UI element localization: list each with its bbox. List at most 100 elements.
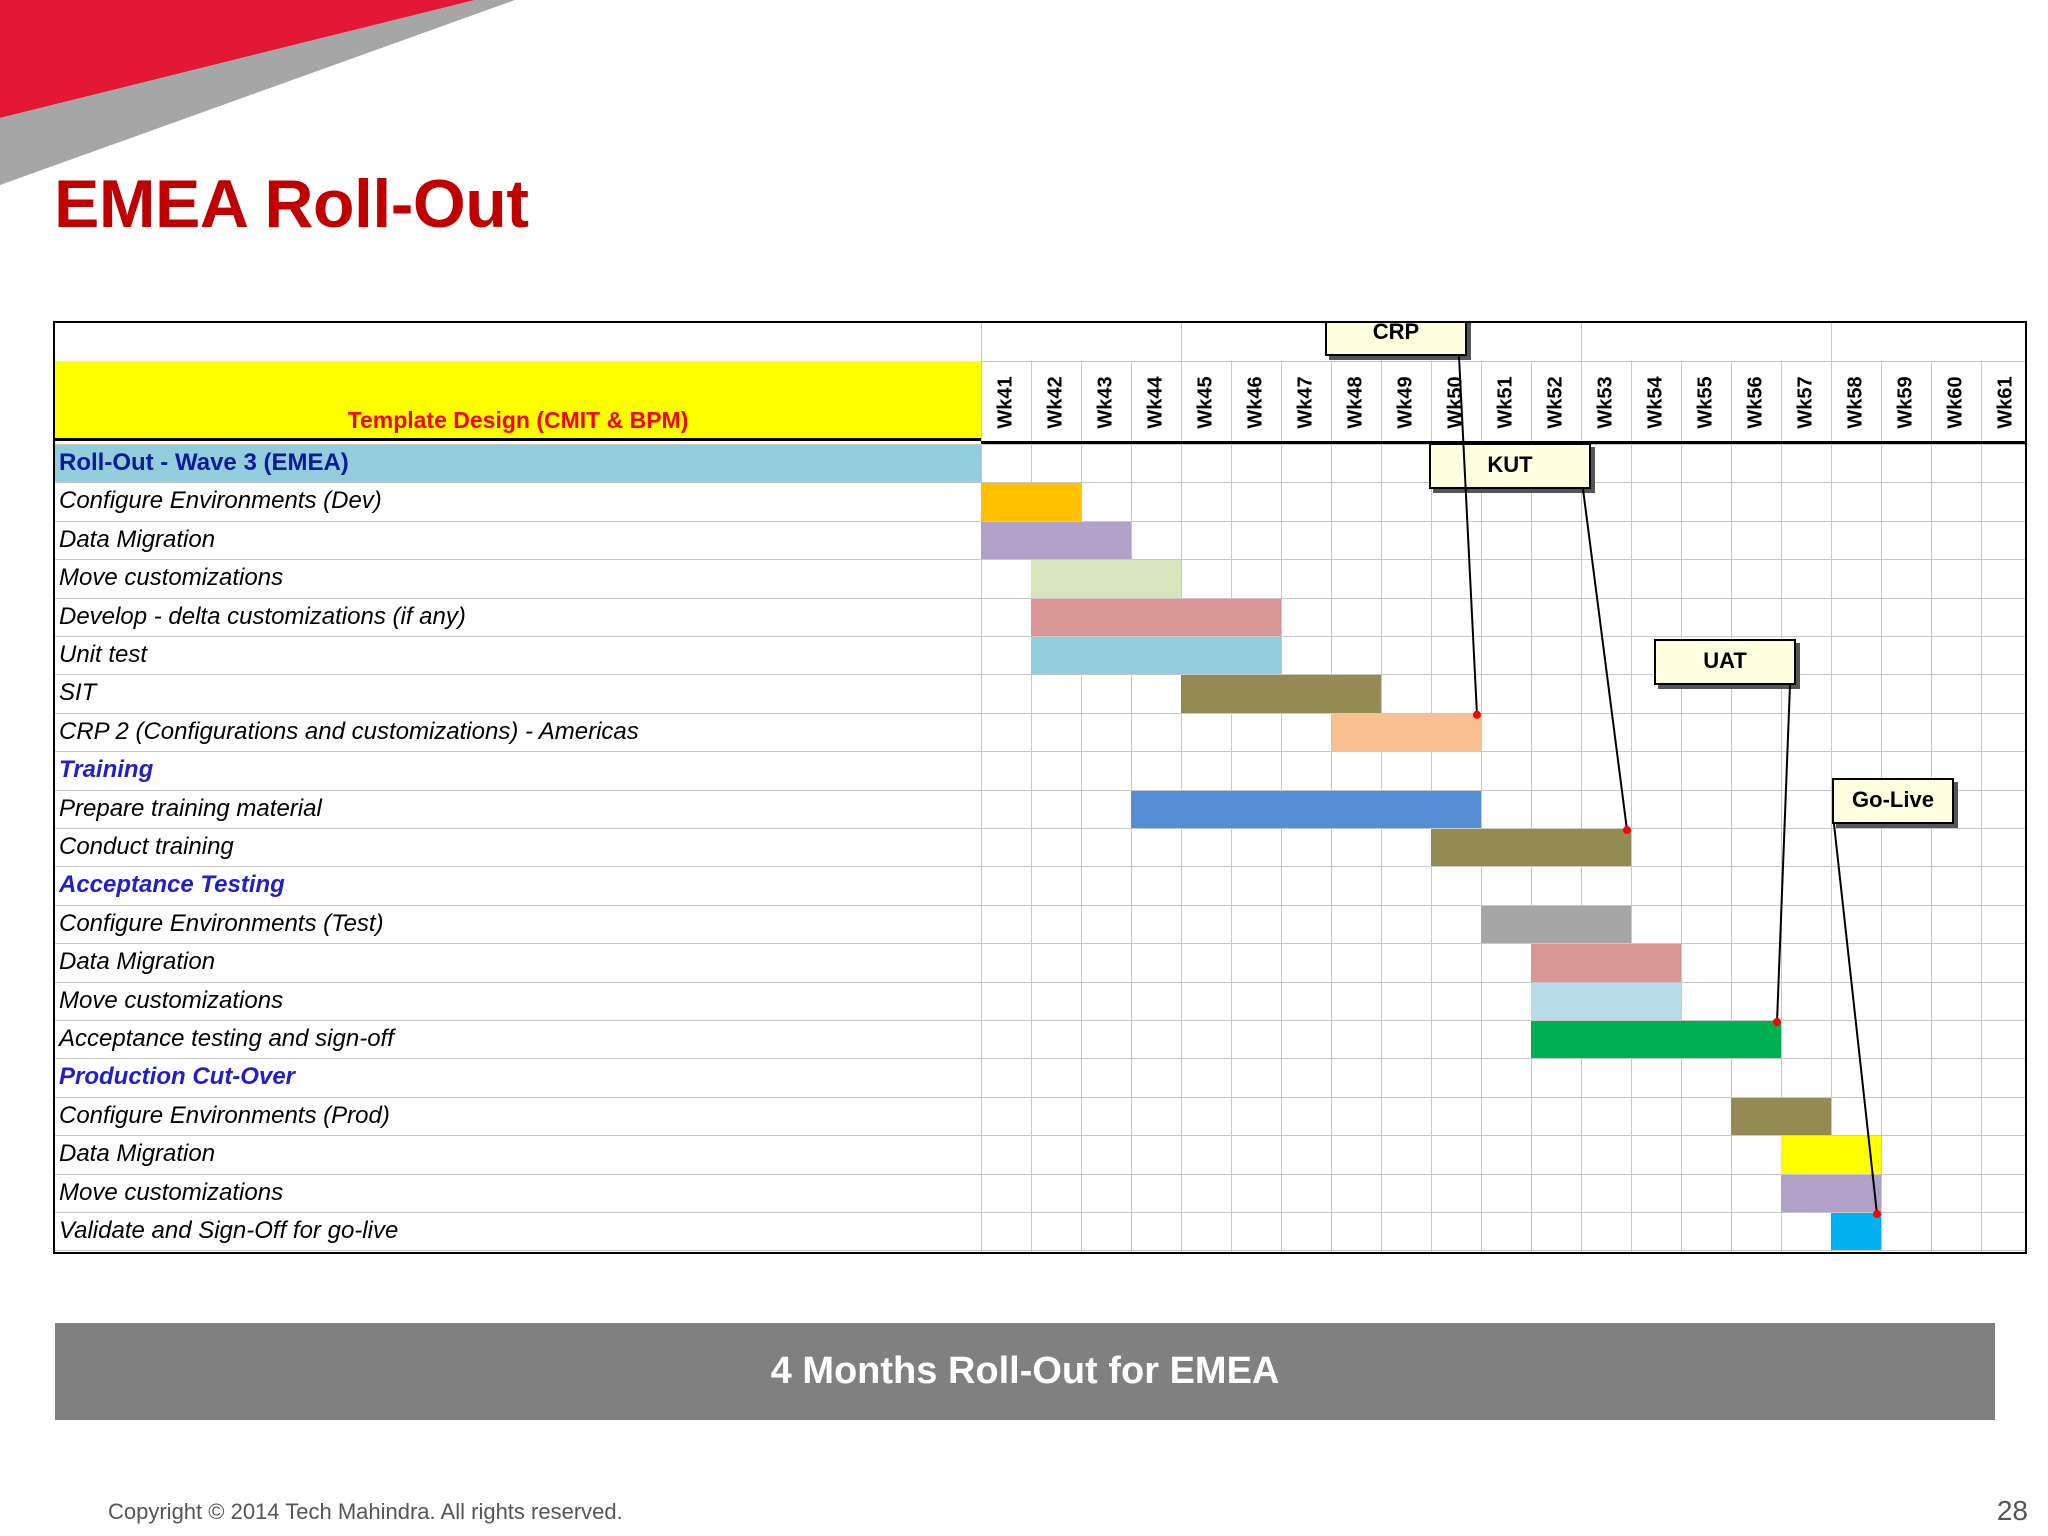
week-gridline xyxy=(1531,361,1532,1252)
task-bar xyxy=(1781,1136,1881,1174)
row-gridline xyxy=(55,674,2025,676)
week-gridline xyxy=(1731,361,1732,1252)
task-label: Validate and Sign-Off for go-live xyxy=(59,1217,399,1244)
row-gridline xyxy=(55,981,2025,983)
task-label: Move customizations xyxy=(59,1178,284,1206)
task-bar xyxy=(1831,1213,1881,1251)
month-gridline xyxy=(1831,323,1832,361)
row-gridline xyxy=(55,1212,2025,1213)
row-gridline xyxy=(55,789,2025,791)
month-gridline xyxy=(981,323,982,361)
gantt-chart: Template Design (CMIT & BPM) Wk41 Wk42 Wk4… xyxy=(53,321,2027,1254)
task-bar xyxy=(1031,560,1181,598)
week-gridline xyxy=(1781,361,1782,1252)
section-label: Training xyxy=(59,756,154,784)
task-bar xyxy=(1531,982,1681,1020)
task-bar xyxy=(1781,1174,1881,1212)
task-label: Data Migration xyxy=(59,948,216,976)
page-number: 28 xyxy=(1996,1495,2028,1526)
milestone-callout: CRP xyxy=(1325,323,1467,356)
row-gridline xyxy=(55,1058,2025,1060)
task-label: Unit test xyxy=(59,641,148,668)
task-bar xyxy=(1131,790,1481,828)
task-bar xyxy=(1031,637,1281,675)
wave-band xyxy=(55,444,981,483)
task-label: Acceptance testing and sign-off xyxy=(59,1025,394,1052)
template-design-label: Template Design (CMIT & BPM) xyxy=(347,407,689,433)
week-gridline xyxy=(1631,361,1632,1252)
row-gridline xyxy=(55,866,2025,868)
copyright-text: Copyright © 2014 Tech Mahindra. All righ… xyxy=(108,1499,623,1524)
milestone-callout: Go-Live xyxy=(1832,778,1954,824)
summary-banner: 4 Months Roll-Out for EMEA xyxy=(55,1323,1995,1420)
row-gridline xyxy=(55,943,2025,945)
row-gridline xyxy=(55,444,2025,445)
template-design-header: Template Design (CMIT & BPM) xyxy=(55,361,981,441)
row-gridline xyxy=(55,636,2025,637)
milestone-marker xyxy=(1473,710,1481,719)
week-gridline xyxy=(981,361,982,1252)
task-bar xyxy=(1531,944,1681,982)
milestone-arrow xyxy=(1776,684,1791,1023)
row-gridline xyxy=(55,1173,2025,1175)
brand-swoosh xyxy=(0,0,515,185)
row-gridline xyxy=(55,520,2025,522)
slide-title: EMEA Roll-Out xyxy=(54,166,529,242)
task-label: Develop - delta customizations (if any) xyxy=(59,602,466,630)
task-label: Move customizations xyxy=(59,986,284,1014)
week-gridline xyxy=(1831,361,1832,1252)
task-bar xyxy=(1531,1021,1781,1059)
row-gridline xyxy=(55,597,2025,599)
task-bar xyxy=(1031,598,1281,636)
month-gridline xyxy=(1181,323,1182,361)
milestone-marker xyxy=(1623,826,1631,834)
week-gridline xyxy=(1031,361,1032,1252)
task-label: Data Migration xyxy=(59,525,216,553)
task-label: CRP 2 (Configurations and customizations… xyxy=(59,717,639,745)
task-bar xyxy=(1331,713,1481,752)
task-label: Prepare training material xyxy=(59,794,322,822)
row-gridline xyxy=(55,482,2025,484)
milestone-arrow xyxy=(1582,488,1628,831)
milestone-arrow xyxy=(1833,823,1878,1215)
milestone-marker xyxy=(1873,1210,1881,1218)
milestone-arrows xyxy=(1458,355,1881,1218)
month-rule xyxy=(981,361,2025,362)
row-gridline xyxy=(55,1135,2025,1137)
week-gridline xyxy=(1581,361,1582,1252)
row-gridline xyxy=(55,712,2025,714)
task-bar xyxy=(1481,905,1631,944)
task-bar xyxy=(981,521,1131,560)
week-gridline xyxy=(1481,361,1482,1252)
row-gridline xyxy=(55,1096,2025,1098)
section-label: Production Cut-Over xyxy=(59,1063,296,1091)
milestone-arrow xyxy=(1458,355,1478,715)
section-label: Acceptance Testing xyxy=(59,871,285,899)
task-label: Data Migration xyxy=(59,1140,216,1168)
milestone-callout: KUT xyxy=(1429,443,1591,489)
milestone-callout: UAT xyxy=(1654,639,1796,685)
row-gridline xyxy=(55,751,2025,753)
milestone-marker xyxy=(1773,1018,1781,1026)
task-label: Configure Environments (Dev) xyxy=(59,487,382,515)
row-gridline xyxy=(55,1020,2025,1021)
week-gridline xyxy=(1081,361,1082,1252)
task-bar xyxy=(1431,829,1631,867)
section-label: Roll-Out - Wave 3 (EMEA) xyxy=(59,449,349,476)
week-gridline xyxy=(1981,361,1982,1252)
row-gridline xyxy=(55,828,2025,829)
row-gridline xyxy=(55,904,2025,906)
week-gridline xyxy=(1681,361,1682,1252)
task-label: Configure Environments (Test) xyxy=(59,909,384,937)
month-gridline xyxy=(1581,323,1582,361)
row-gridline xyxy=(55,1250,2025,1252)
task-label: Configure Environments (Prod) xyxy=(59,1101,390,1129)
row-gridline xyxy=(55,559,2025,561)
task-label: Move customizations xyxy=(59,564,284,592)
task-bar xyxy=(1731,1097,1831,1136)
task-label: SIT xyxy=(59,679,97,707)
task-bar xyxy=(1181,675,1381,713)
task-label: Conduct training xyxy=(59,833,234,860)
header-rule xyxy=(981,441,2025,444)
task-bar xyxy=(981,483,1081,521)
